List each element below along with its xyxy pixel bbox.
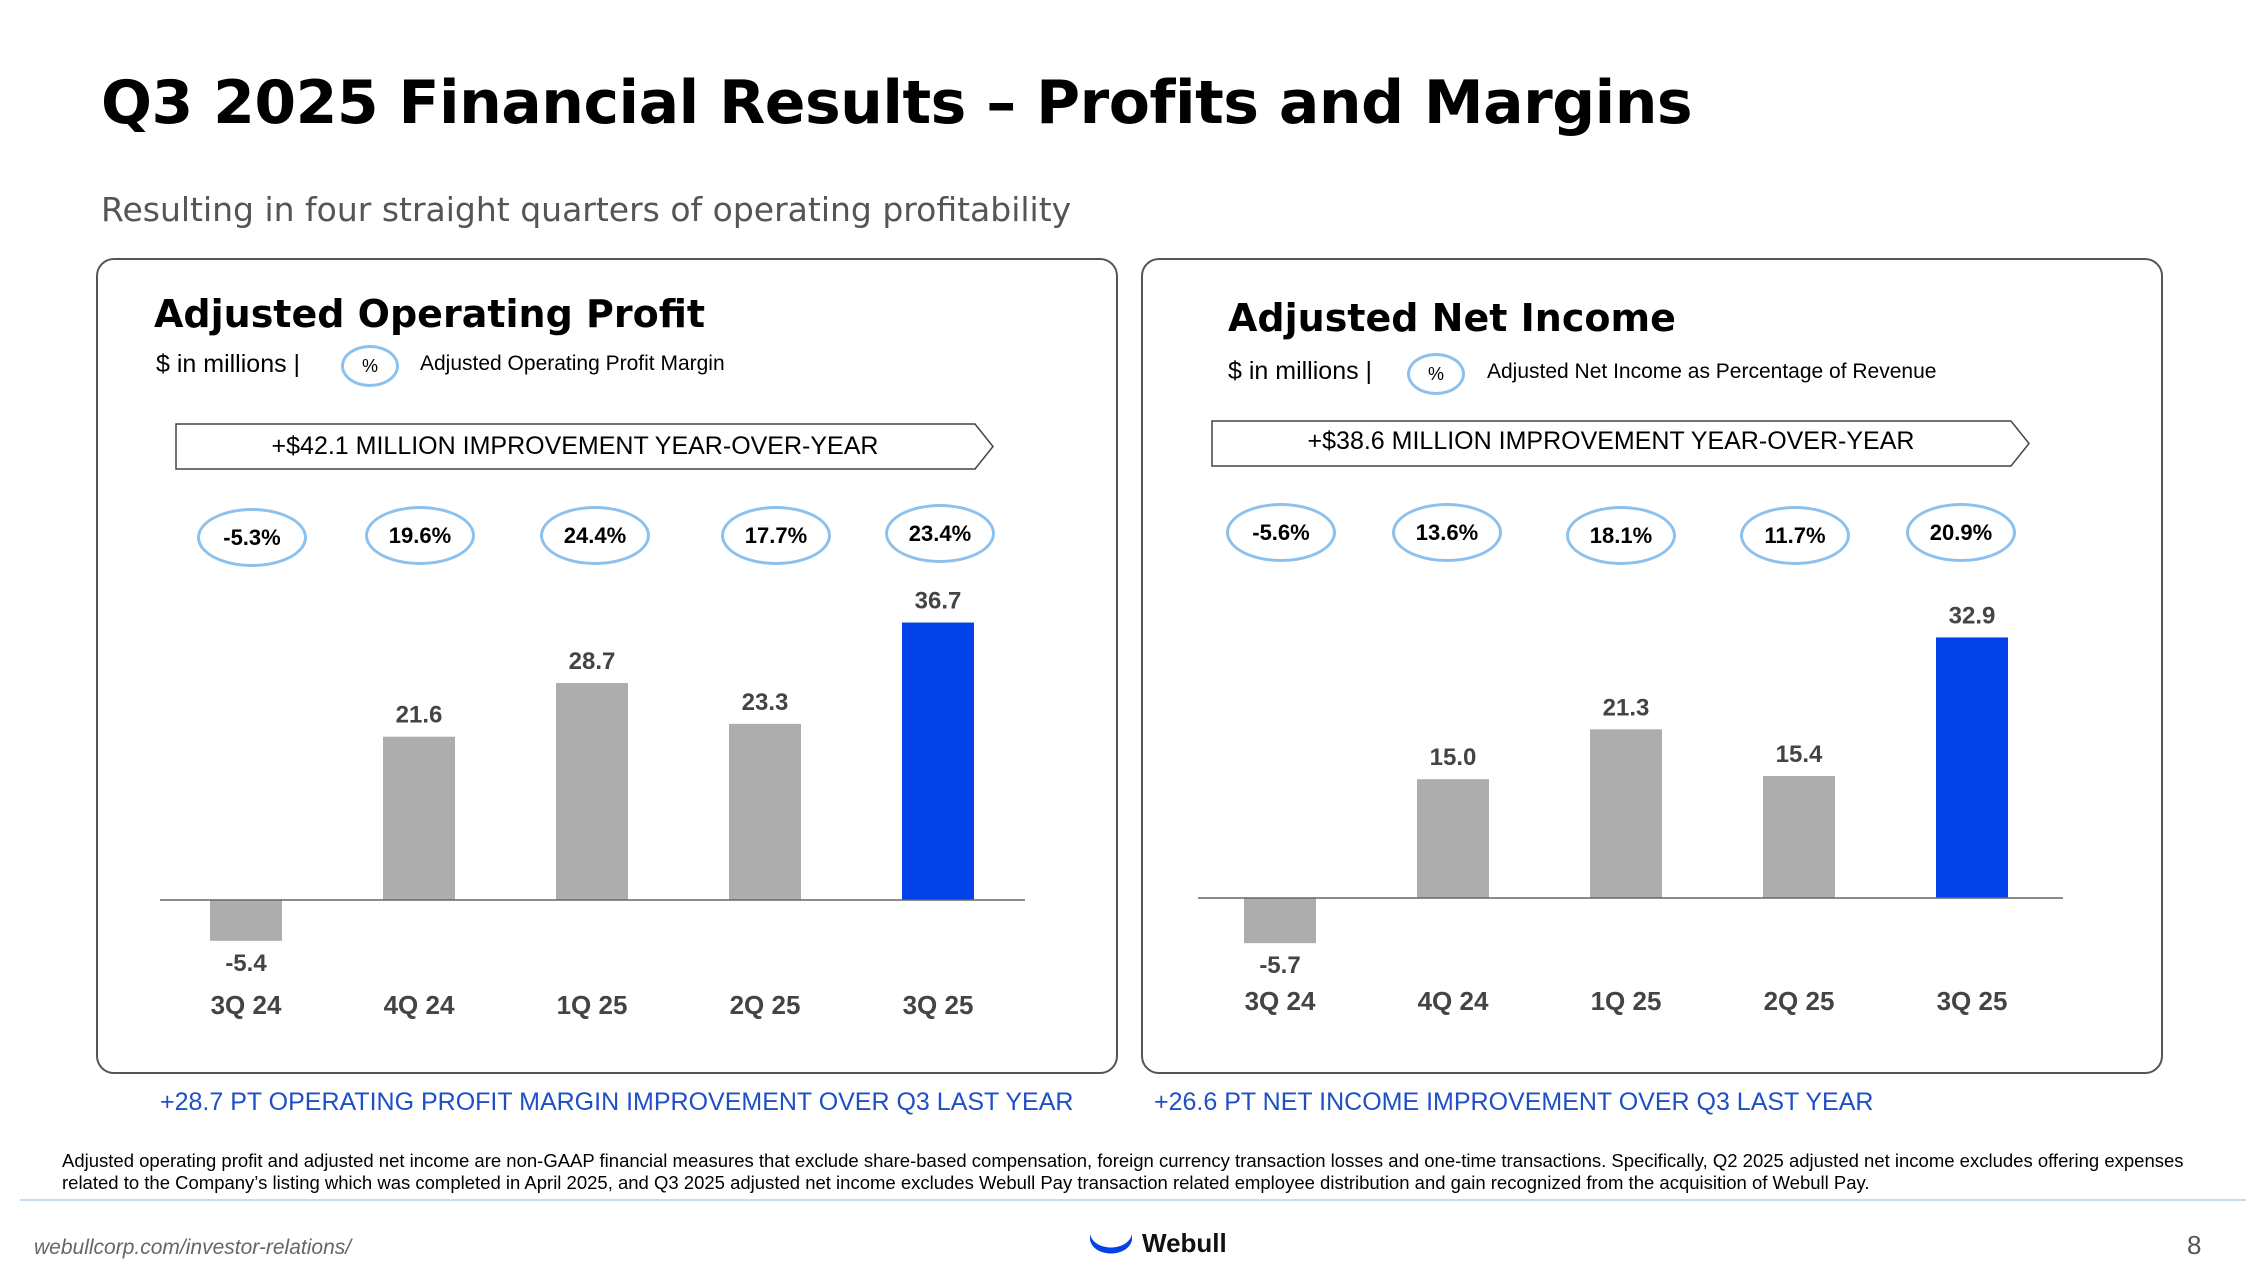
- page-number: 8: [2187, 1230, 2202, 1260]
- banner-text: +$42.1 MILLION IMPROVEMENT YEAR-OVER-YEA…: [271, 432, 879, 460]
- webull-logo-icon: [1090, 1233, 1132, 1253]
- data-label: 21.3: [1603, 694, 1650, 721]
- percentage-legend-icon: %: [1407, 353, 1465, 395]
- bar: [1417, 779, 1489, 898]
- net-income-banner: +$38.6 MILLION IMPROVEMENT YEAR-OVER-YEA…: [1211, 420, 2031, 467]
- margin-legend-label: Adjusted Operating Profit Margin: [420, 352, 725, 375]
- operating-profit-chart: -5.4 3Q 24 21.6 4Q 24 28.7 1Q 25 23.3 2Q 25 36.7…: [160, 588, 1025, 1020]
- footnote: Adjusted operating profit and adjusted n…: [62, 1150, 2184, 1193]
- percentage-oval: 11.7%: [1740, 506, 1850, 565]
- operating-profit-note: +28.7 PT OPERATING PROFIT MARGIN IMPROVE…: [160, 1088, 1074, 1116]
- margin-oval: -5.3%: [197, 508, 307, 567]
- category-label: 2Q 25: [730, 990, 801, 1020]
- data-label: 15.4: [1776, 741, 1823, 768]
- net-income-note: +26.6 PT NET INCOME IMPROVEMENT OVER Q3 …: [1154, 1088, 1874, 1116]
- category-label: 4Q 24: [1418, 986, 1489, 1016]
- bar: [902, 622, 974, 900]
- data-label: -5.7: [1259, 952, 1300, 979]
- banner-arrow-shape: [175, 423, 994, 470]
- data-label: 23.3: [742, 689, 789, 716]
- percentage-oval: 20.9%: [1906, 503, 2016, 562]
- operating-profit-title: Adjusted Operating Profit: [154, 292, 706, 336]
- bar: [1590, 729, 1662, 898]
- page-title: Q3 2025 Financial Results – Profits and …: [101, 68, 1693, 138]
- data-label: 15.0: [1430, 744, 1477, 771]
- footer-divider: [20, 1199, 2246, 1201]
- percentage-oval: 18.1%: [1566, 506, 1676, 565]
- banner-text: +$38.6 MILLION IMPROVEMENT YEAR-OVER-YEA…: [1307, 427, 1915, 455]
- category-label: 2Q 25: [1764, 986, 1835, 1016]
- category-label: 3Q 25: [1937, 986, 2008, 1016]
- category-label: 3Q 25: [903, 990, 974, 1020]
- margin-oval: 19.6%: [365, 506, 475, 565]
- banner-arrow-shape: [1211, 420, 2030, 467]
- category-label: 1Q 25: [1591, 986, 1662, 1016]
- margin-oval: 23.4%: [885, 504, 995, 563]
- percentage-oval: -5.6%: [1226, 503, 1336, 562]
- net-income-title: Adjusted Net Income: [1228, 296, 1676, 340]
- category-label: 4Q 24: [384, 990, 455, 1020]
- margin-oval: 24.4%: [540, 506, 650, 565]
- margin-legend-icon: %: [341, 345, 399, 387]
- margin-oval: 17.7%: [721, 506, 831, 565]
- category-label: 3Q 24: [1245, 986, 1316, 1016]
- data-label: 28.7: [569, 648, 616, 675]
- bar: [1244, 898, 1316, 944]
- net-income-chart: -5.7 3Q 24 15.0 4Q 24 21.3 1Q 25 15.4 2Q 25 32.9…: [1198, 602, 2063, 1016]
- bar: [1763, 776, 1835, 898]
- data-label: 32.9: [1949, 602, 1996, 629]
- operating-profit-units: $ in millions |: [156, 350, 301, 378]
- webull-logo-text: Webull: [1142, 1228, 1227, 1258]
- bar: [556, 683, 628, 900]
- category-label: 3Q 24: [211, 990, 282, 1020]
- footer-url[interactable]: webullcorp.com/investor-relations/: [34, 1236, 352, 1259]
- operating-profit-banner: +$42.1 MILLION IMPROVEMENT YEAR-OVER-YEA…: [175, 423, 995, 470]
- category-label: 1Q 25: [557, 990, 628, 1020]
- webull-logo: Webull: [1088, 1228, 1227, 1259]
- percentage-legend-label: Adjusted Net Income as Percentage of Rev…: [1487, 360, 1937, 383]
- net-income-units: $ in millions |: [1228, 357, 1373, 385]
- percentage-oval: 13.6%: [1392, 503, 1502, 562]
- data-label: -5.4: [225, 950, 267, 977]
- page-subtitle: Resulting in four straight quarters of o…: [101, 190, 1072, 229]
- bar: [210, 900, 282, 941]
- bar: [1936, 637, 2008, 898]
- data-label: 36.7: [915, 588, 962, 615]
- bar: [383, 736, 455, 900]
- data-label: 21.6: [396, 702, 443, 729]
- bar: [729, 723, 801, 900]
